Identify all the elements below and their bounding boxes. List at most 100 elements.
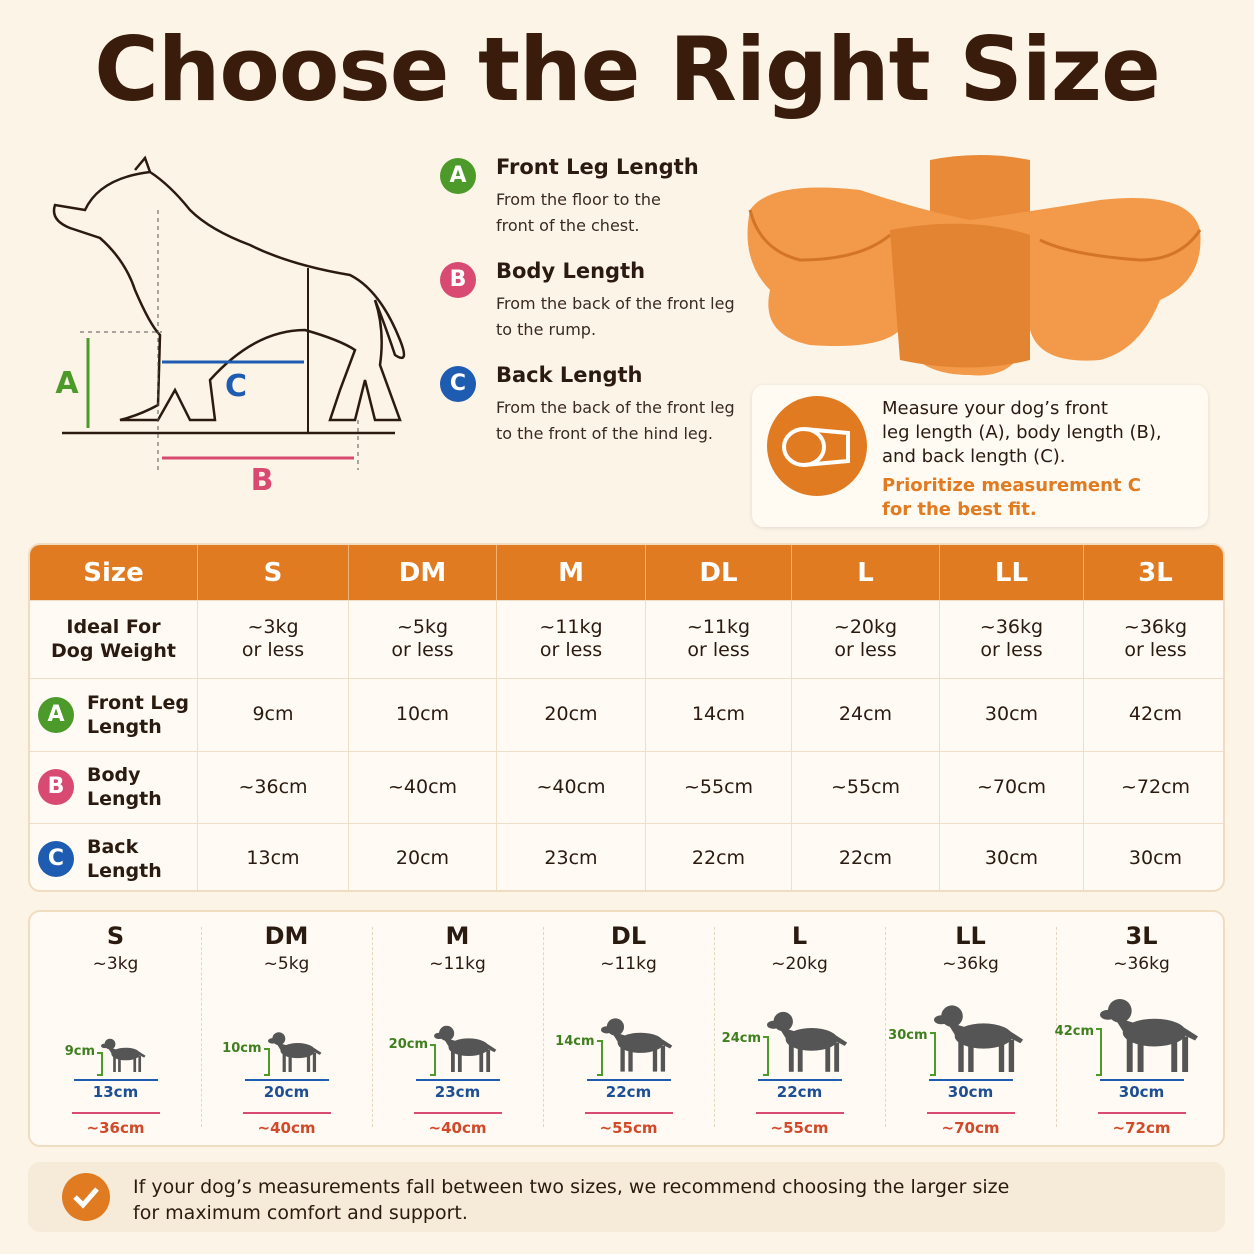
card-size: 3L (1125, 922, 1158, 950)
dog-silhouette (101, 1038, 146, 1072)
dog-leg (457, 1049, 462, 1072)
table-cell: 10cm (348, 678, 496, 751)
table-cell: ~5kg or less (348, 600, 496, 678)
footer-line: for maximum comfort and support. (133, 1202, 468, 1224)
cell-line: or less (980, 639, 1043, 661)
badge: C (440, 366, 476, 402)
body-line (926, 1112, 1015, 1114)
dog-tail (312, 1047, 321, 1055)
front-leg-value: 42cm (1054, 1024, 1094, 1040)
table-cell: 20cm (348, 823, 496, 890)
tip-highlight: Prioritize measurement C (882, 475, 1141, 496)
table-cell: ~55cm (791, 751, 939, 823)
cell-line: ~36kg (1123, 616, 1188, 638)
dog-leg (825, 1042, 831, 1072)
header-cell: M (496, 545, 645, 600)
back-value: 13cm (92, 1083, 139, 1101)
dog-leg (486, 1049, 491, 1072)
dog-neck (275, 1041, 289, 1055)
table-cell: 23cm (496, 823, 645, 890)
dog-neck (1113, 1016, 1138, 1041)
dog-silhouette (1100, 998, 1199, 1072)
dog-neck (946, 1021, 968, 1044)
body-line (584, 1112, 673, 1114)
table-cell: ~36kg or less (1083, 600, 1223, 678)
dog-leg (113, 1055, 116, 1072)
label-c: C (225, 369, 247, 404)
cell-line: or less (1124, 639, 1187, 661)
card-weight: ~5kg (263, 954, 310, 974)
row-label: Body Length (30, 751, 197, 823)
table-cell: 42cm (1083, 678, 1223, 751)
front-leg-bracket (430, 1044, 436, 1076)
card-weight: ~3kg (92, 954, 139, 974)
page-title: Choose the Right Size (94, 18, 1161, 121)
dog-snout (600, 1026, 613, 1034)
measurement-description: to the rump. (496, 320, 597, 339)
card-size: DM (264, 922, 309, 950)
table-cell: 9cm (197, 678, 348, 751)
measurement-title: Front Leg Length (496, 155, 699, 179)
label-b: B (251, 463, 274, 498)
measurement-list: A Front Leg Length From the floor to the fr… (440, 155, 750, 455)
cell-line: ~36kg (979, 616, 1044, 638)
dog-leg (834, 1042, 840, 1072)
table-cell: ~55cm (645, 751, 791, 823)
table-cell: ~70cm (939, 751, 1083, 823)
row-line (30, 678, 1223, 679)
body-line (755, 1112, 844, 1114)
bed-image (747, 155, 1202, 376)
dog-leg (288, 1052, 292, 1072)
back-value: 22cm (776, 1083, 823, 1101)
row-label-line: Length (87, 715, 162, 738)
table-header-bg (30, 545, 1223, 600)
table-cell: ~72cm (1083, 751, 1223, 823)
table-cell: ~40cm (348, 751, 496, 823)
dog-diagram: A C B (52, 155, 406, 498)
dog-leg (967, 1039, 974, 1072)
footer-text: If your dog’s measurements fall between … (133, 1174, 1009, 1226)
header-cell: 3L (1083, 545, 1223, 600)
row-label: Ideal For Dog Weight (30, 600, 197, 678)
header-cell: L (791, 545, 939, 600)
row-label-line: Ideal For (66, 616, 161, 638)
tape-icon (767, 396, 867, 496)
back-value: 30cm (1118, 1083, 1165, 1101)
back-line (928, 1079, 1013, 1081)
header-cell: Size (83, 557, 144, 588)
size-table: Size S DM M DL L LL 3L Ideal For Dog Weight ~3kg or… (28, 543, 1225, 892)
card-size: S (106, 922, 125, 950)
table-cell: 20cm (496, 678, 645, 751)
body-value: ~36cm (86, 1119, 145, 1137)
dog-leg (1171, 1036, 1178, 1072)
header-cell: S (197, 545, 348, 600)
dog-leg (797, 1042, 803, 1072)
header-cell: DM (348, 545, 496, 600)
dog-leg (451, 1049, 455, 1072)
body-line (71, 1112, 160, 1114)
cell-line: or less (687, 639, 750, 661)
dog-snout (434, 1032, 445, 1039)
dog-silhouette (267, 1032, 321, 1072)
dog-leg (306, 1052, 310, 1072)
dog-silhouette (933, 1005, 1023, 1072)
dog-leg (788, 1042, 794, 1072)
dog-leg (479, 1049, 484, 1072)
cell-line: ~11kg (686, 616, 751, 638)
row-label-line: Length (87, 859, 162, 882)
back-line (1099, 1079, 1184, 1081)
table-cell: 30cm (1083, 823, 1223, 890)
card-size: DL (610, 922, 647, 950)
dog-tail (486, 1043, 497, 1052)
dog-tail (1183, 1027, 1199, 1041)
card-weight: ~36kg (1113, 954, 1170, 974)
back-line (757, 1079, 842, 1081)
row-label: Back Length (30, 823, 197, 890)
table-cell: ~20kg or less (791, 600, 939, 678)
dog-snout (767, 1020, 780, 1030)
row-line (30, 751, 1223, 752)
body-value: ~70cm (941, 1119, 1000, 1137)
dog-snout (933, 1015, 948, 1025)
card-weight: ~11kg (600, 954, 657, 974)
row-label: Front Leg Length (30, 678, 197, 751)
